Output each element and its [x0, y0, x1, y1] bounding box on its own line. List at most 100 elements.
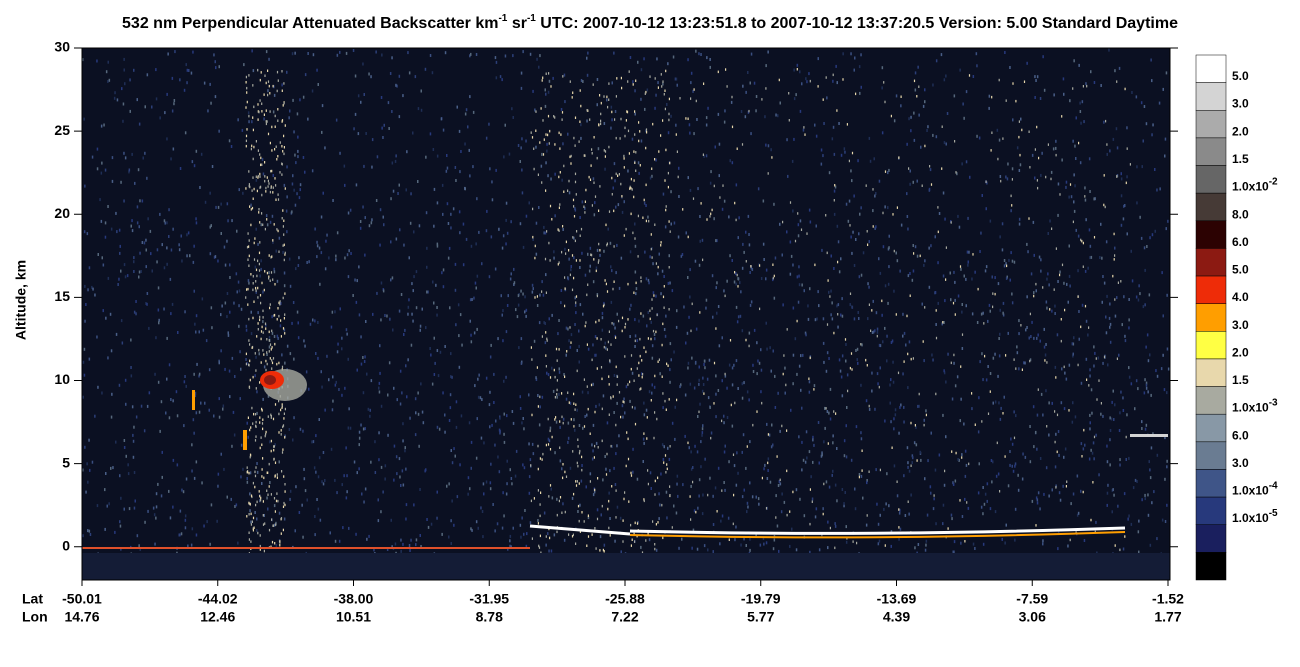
speck — [1037, 333, 1039, 337]
speck — [458, 365, 461, 369]
speck — [840, 257, 842, 261]
speck — [837, 260, 839, 264]
speck — [735, 483, 738, 487]
speck — [1078, 141, 1080, 145]
speck — [525, 139, 527, 143]
colorbar-label-exponent: -2 — [1269, 177, 1278, 188]
speck — [952, 301, 955, 305]
speck — [589, 264, 591, 268]
speck — [279, 300, 281, 303]
speck — [269, 141, 271, 145]
speck — [195, 533, 198, 537]
speck — [273, 497, 276, 500]
speck — [146, 292, 149, 295]
speck — [746, 510, 748, 514]
speck — [919, 254, 921, 258]
speck — [925, 409, 927, 413]
speck — [1013, 410, 1015, 414]
speck — [549, 429, 551, 433]
speck — [779, 101, 781, 105]
speck — [123, 439, 126, 442]
speck — [235, 503, 238, 507]
speck — [735, 282, 737, 286]
speck — [601, 316, 604, 320]
speck — [858, 473, 861, 476]
speck — [273, 314, 275, 317]
speck — [371, 138, 374, 142]
speck — [436, 313, 438, 317]
speck — [292, 301, 295, 304]
speck — [540, 551, 542, 554]
speck — [271, 361, 274, 365]
speck — [658, 517, 660, 521]
speck — [884, 100, 886, 104]
speck — [276, 158, 278, 161]
speck — [506, 414, 508, 418]
speck — [268, 254, 270, 257]
speck — [604, 167, 606, 171]
speck — [251, 49, 253, 53]
speck — [429, 347, 431, 350]
speck — [255, 503, 257, 507]
speck — [259, 381, 261, 384]
speck — [1067, 544, 1069, 548]
speck — [1120, 194, 1123, 198]
speck — [276, 70, 279, 74]
speck — [549, 129, 551, 133]
speck — [902, 312, 904, 316]
speck — [798, 435, 800, 439]
speck — [1144, 303, 1146, 307]
speck — [704, 457, 706, 461]
speck — [991, 480, 993, 484]
speck — [218, 415, 221, 419]
speck — [359, 226, 362, 230]
speck — [835, 412, 837, 415]
speck — [600, 366, 603, 369]
speck — [250, 494, 253, 497]
speck — [1136, 480, 1138, 483]
speck — [412, 131, 414, 135]
speck — [166, 262, 168, 266]
speck — [1088, 157, 1091, 161]
speck — [133, 506, 136, 510]
speck — [261, 102, 263, 105]
speck — [1003, 395, 1005, 399]
speck — [574, 144, 576, 147]
speck — [596, 517, 599, 521]
speck — [1057, 430, 1060, 433]
speck — [257, 174, 259, 178]
speck — [198, 372, 201, 376]
speck — [921, 302, 923, 306]
speck — [592, 177, 595, 181]
speck — [535, 376, 537, 380]
speck — [488, 403, 491, 407]
speck — [1106, 503, 1108, 507]
speck — [999, 235, 1001, 239]
speck — [193, 431, 195, 435]
speck — [524, 310, 526, 314]
speck — [822, 98, 824, 101]
speck — [575, 403, 577, 406]
speck — [836, 81, 838, 85]
speck — [326, 354, 328, 358]
speck — [983, 322, 985, 325]
speck — [647, 337, 649, 340]
speck — [451, 499, 453, 503]
speck — [489, 167, 491, 171]
speck — [701, 431, 704, 435]
speck — [344, 386, 346, 390]
speck — [470, 52, 472, 56]
speck — [806, 456, 808, 460]
speck — [1051, 309, 1053, 313]
speck — [376, 155, 379, 159]
speck — [657, 476, 659, 480]
speck — [424, 67, 427, 71]
speck — [246, 91, 248, 94]
speck — [605, 467, 607, 471]
speck — [876, 327, 879, 331]
speck — [266, 120, 268, 123]
speck — [537, 467, 539, 471]
speck — [200, 401, 202, 405]
speck — [634, 334, 637, 338]
speck — [1077, 511, 1080, 515]
